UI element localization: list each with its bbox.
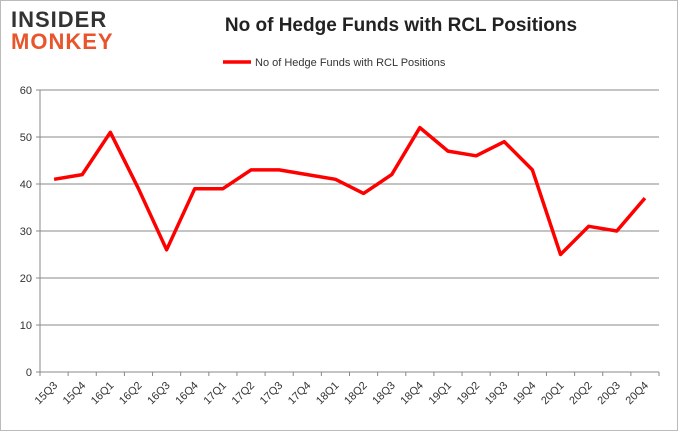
- x-tick-label: 17Q2: [230, 380, 258, 408]
- y-tick-label: 30: [20, 226, 32, 238]
- x-tick-label: 15Q4: [61, 380, 89, 408]
- series-line: [54, 128, 645, 255]
- y-tick-label: 0: [26, 367, 32, 379]
- x-tick-label: 16Q3: [145, 380, 173, 408]
- y-tick-label: 10: [20, 320, 32, 332]
- x-tick-label: 19Q2: [455, 380, 483, 408]
- x-tick-label: 17Q3: [258, 380, 286, 408]
- x-tick-label: 15Q3: [33, 380, 61, 408]
- x-tick-label: 20Q2: [567, 380, 595, 408]
- x-tick-label: 20Q4: [624, 380, 652, 408]
- x-tick-label: 19Q4: [511, 380, 539, 408]
- x-tick-label: 19Q1: [427, 380, 455, 408]
- x-tick-label: 20Q1: [539, 380, 567, 408]
- x-tick-label: 20Q3: [595, 380, 623, 408]
- x-tick-label: 18Q1: [314, 380, 342, 408]
- x-tick-label: 17Q4: [286, 380, 314, 408]
- x-tick-label: 18Q2: [342, 380, 370, 408]
- x-tick-label: 16Q2: [117, 380, 145, 408]
- x-tick-label: 19Q3: [483, 380, 511, 408]
- x-tick-label: 16Q4: [173, 380, 201, 408]
- y-tick-label: 50: [20, 132, 32, 144]
- y-tick-label: 40: [20, 179, 32, 191]
- y-tick-label: 20: [20, 273, 32, 285]
- x-tick-label: 18Q3: [370, 380, 398, 408]
- y-tick-label: 60: [20, 85, 32, 97]
- legend-label: No of Hedge Funds with RCL Positions: [255, 57, 446, 69]
- x-tick-label: 16Q1: [89, 380, 117, 408]
- x-tick-label: 17Q1: [201, 380, 229, 408]
- x-tick-label: 18Q4: [398, 380, 426, 408]
